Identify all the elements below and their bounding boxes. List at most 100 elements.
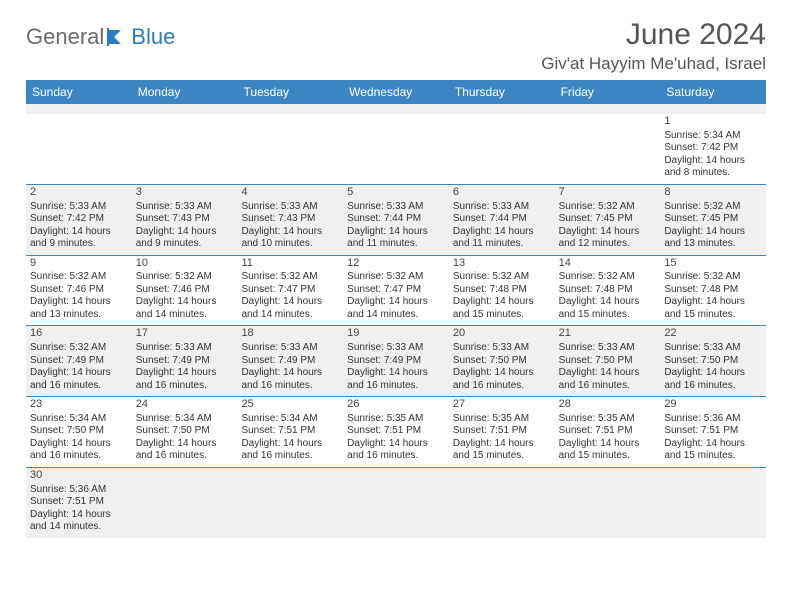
sunset-text: Sunset: 7:49 PM	[30, 355, 128, 368]
weeks-container: 1Sunrise: 5:34 AMSunset: 7:42 PMDaylight…	[26, 114, 766, 538]
daylight-text: Daylight: 14 hours and 14 minutes.	[241, 296, 339, 321]
sunset-text: Sunset: 7:51 PM	[664, 425, 762, 438]
sunset-text: Sunset: 7:45 PM	[559, 213, 657, 226]
sunrise-text: Sunrise: 5:32 AM	[664, 201, 762, 214]
day-number: 19	[347, 327, 445, 341]
daylight-text: Daylight: 14 hours and 15 minutes.	[559, 296, 657, 321]
sunrise-text: Sunrise: 5:34 AM	[136, 413, 234, 426]
sunset-text: Sunset: 7:50 PM	[30, 425, 128, 438]
calendar-cell	[449, 114, 555, 184]
calendar-cell: 14Sunrise: 5:32 AMSunset: 7:48 PMDayligh…	[555, 256, 661, 326]
sunrise-text: Sunrise: 5:35 AM	[453, 413, 551, 426]
sunset-text: Sunset: 7:43 PM	[241, 213, 339, 226]
daylight-text: Daylight: 14 hours and 8 minutes.	[664, 155, 762, 180]
day-number: 13	[453, 257, 551, 271]
day-number: 26	[347, 398, 445, 412]
calendar-cell: 5Sunrise: 5:33 AMSunset: 7:44 PMDaylight…	[343, 185, 449, 255]
sunset-text: Sunset: 7:50 PM	[559, 355, 657, 368]
calendar-cell: 25Sunrise: 5:34 AMSunset: 7:51 PMDayligh…	[237, 397, 343, 467]
daylight-text: Daylight: 14 hours and 16 minutes.	[30, 367, 128, 392]
day-number: 3	[136, 186, 234, 200]
calendar-cell: 10Sunrise: 5:32 AMSunset: 7:46 PMDayligh…	[132, 256, 238, 326]
day-number: 24	[136, 398, 234, 412]
sunrise-text: Sunrise: 5:34 AM	[241, 413, 339, 426]
weekday-label: Sunday	[26, 80, 132, 104]
calendar-cell: 3Sunrise: 5:33 AMSunset: 7:43 PMDaylight…	[132, 185, 238, 255]
sunset-text: Sunset: 7:48 PM	[559, 284, 657, 297]
daylight-text: Daylight: 14 hours and 14 minutes.	[136, 296, 234, 321]
month-title: June 2024	[541, 18, 766, 52]
calendar-cell	[26, 114, 132, 184]
day-number: 23	[30, 398, 128, 412]
weekday-label: Monday	[132, 80, 238, 104]
daylight-text: Daylight: 14 hours and 13 minutes.	[664, 226, 762, 251]
sunset-text: Sunset: 7:44 PM	[347, 213, 445, 226]
week-row: 30Sunrise: 5:36 AMSunset: 7:51 PMDayligh…	[26, 468, 766, 538]
calendar-cell: 18Sunrise: 5:33 AMSunset: 7:49 PMDayligh…	[237, 326, 343, 396]
day-number: 30	[30, 469, 128, 483]
calendar-cell: 6Sunrise: 5:33 AMSunset: 7:44 PMDaylight…	[449, 185, 555, 255]
title-block: June 2024 Giv'at Hayyim Me'uhad, Israel	[541, 18, 766, 74]
calendar-cell: 29Sunrise: 5:36 AMSunset: 7:51 PMDayligh…	[660, 397, 766, 467]
header: General Blue June 2024 Giv'at Hayyim Me'…	[26, 18, 766, 74]
calendar-cell	[449, 468, 555, 538]
sunset-text: Sunset: 7:50 PM	[136, 425, 234, 438]
sunset-text: Sunset: 7:42 PM	[664, 142, 762, 155]
sunrise-text: Sunrise: 5:32 AM	[453, 271, 551, 284]
sunrise-text: Sunrise: 5:32 AM	[347, 271, 445, 284]
calendar-cell: 13Sunrise: 5:32 AMSunset: 7:48 PMDayligh…	[449, 256, 555, 326]
day-number: 29	[664, 398, 762, 412]
daylight-text: Daylight: 14 hours and 15 minutes.	[664, 438, 762, 463]
sunrise-text: Sunrise: 5:36 AM	[664, 413, 762, 426]
day-number: 28	[559, 398, 657, 412]
daylight-text: Daylight: 14 hours and 15 minutes.	[453, 296, 551, 321]
brand-part1: General	[26, 24, 104, 50]
day-number: 15	[664, 257, 762, 271]
sunset-text: Sunset: 7:51 PM	[453, 425, 551, 438]
calendar-cell: 20Sunrise: 5:33 AMSunset: 7:50 PMDayligh…	[449, 326, 555, 396]
calendar-cell: 7Sunrise: 5:32 AMSunset: 7:45 PMDaylight…	[555, 185, 661, 255]
calendar-cell: 24Sunrise: 5:34 AMSunset: 7:50 PMDayligh…	[132, 397, 238, 467]
daylight-text: Daylight: 14 hours and 15 minutes.	[559, 438, 657, 463]
daylight-text: Daylight: 14 hours and 9 minutes.	[30, 226, 128, 251]
calendar-cell	[343, 468, 449, 538]
sunrise-text: Sunrise: 5:33 AM	[136, 342, 234, 355]
day-number: 21	[559, 327, 657, 341]
daylight-text: Daylight: 14 hours and 14 minutes.	[30, 509, 128, 534]
sunrise-text: Sunrise: 5:33 AM	[347, 201, 445, 214]
calendar-cell: 27Sunrise: 5:35 AMSunset: 7:51 PMDayligh…	[449, 397, 555, 467]
brand-part2: Blue	[131, 24, 175, 50]
calendar-cell: 16Sunrise: 5:32 AMSunset: 7:49 PMDayligh…	[26, 326, 132, 396]
calendar-cell: 23Sunrise: 5:34 AMSunset: 7:50 PMDayligh…	[26, 397, 132, 467]
day-number: 17	[136, 327, 234, 341]
day-number: 27	[453, 398, 551, 412]
daylight-text: Daylight: 14 hours and 16 minutes.	[664, 367, 762, 392]
sunset-text: Sunset: 7:42 PM	[30, 213, 128, 226]
daylight-text: Daylight: 14 hours and 16 minutes.	[347, 367, 445, 392]
flag-icon	[107, 28, 129, 46]
calendar-cell: 15Sunrise: 5:32 AMSunset: 7:48 PMDayligh…	[660, 256, 766, 326]
daylight-text: Daylight: 14 hours and 13 minutes.	[30, 296, 128, 321]
day-number: 18	[241, 327, 339, 341]
sunrise-text: Sunrise: 5:34 AM	[664, 130, 762, 143]
sunset-text: Sunset: 7:50 PM	[453, 355, 551, 368]
day-number: 9	[30, 257, 128, 271]
day-number: 12	[347, 257, 445, 271]
calendar-cell: 4Sunrise: 5:33 AMSunset: 7:43 PMDaylight…	[237, 185, 343, 255]
sunset-text: Sunset: 7:49 PM	[241, 355, 339, 368]
sunset-text: Sunset: 7:46 PM	[136, 284, 234, 297]
day-number: 25	[241, 398, 339, 412]
day-number: 10	[136, 257, 234, 271]
daylight-text: Daylight: 14 hours and 16 minutes.	[241, 367, 339, 392]
sunrise-text: Sunrise: 5:33 AM	[453, 342, 551, 355]
calendar-cell: 17Sunrise: 5:33 AMSunset: 7:49 PMDayligh…	[132, 326, 238, 396]
calendar-cell: 1Sunrise: 5:34 AMSunset: 7:42 PMDaylight…	[660, 114, 766, 184]
daylight-text: Daylight: 14 hours and 16 minutes.	[453, 367, 551, 392]
sunset-text: Sunset: 7:45 PM	[664, 213, 762, 226]
sunset-text: Sunset: 7:50 PM	[664, 355, 762, 368]
day-number: 14	[559, 257, 657, 271]
day-number: 11	[241, 257, 339, 271]
sunset-text: Sunset: 7:48 PM	[453, 284, 551, 297]
daylight-text: Daylight: 14 hours and 16 minutes.	[136, 367, 234, 392]
day-number: 16	[30, 327, 128, 341]
